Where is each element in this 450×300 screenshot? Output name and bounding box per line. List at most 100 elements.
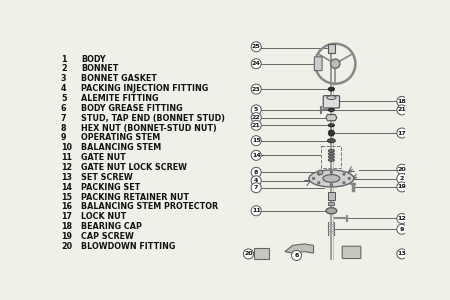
Circle shape <box>251 105 261 115</box>
Text: 11: 11 <box>61 153 72 162</box>
Bar <box>328 44 335 53</box>
Circle shape <box>251 183 261 193</box>
Text: BEARING CAP: BEARING CAP <box>81 222 142 231</box>
Text: 20: 20 <box>61 242 72 251</box>
Text: 7: 7 <box>61 114 67 123</box>
Text: PACKING INJECTION FITTING: PACKING INJECTION FITTING <box>81 84 208 93</box>
Circle shape <box>397 105 407 115</box>
Text: 14: 14 <box>252 153 261 158</box>
Text: CAP SCREW: CAP SCREW <box>81 232 134 241</box>
Circle shape <box>251 120 261 130</box>
Text: HEX NUT (BONNET-STUD NUT): HEX NUT (BONNET-STUD NUT) <box>81 124 217 133</box>
Circle shape <box>292 250 302 260</box>
Ellipse shape <box>328 159 334 161</box>
Circle shape <box>251 176 261 186</box>
Circle shape <box>251 112 261 123</box>
Text: 6: 6 <box>61 104 67 113</box>
Text: 21: 21 <box>252 123 261 128</box>
Text: 9: 9 <box>400 227 404 232</box>
Ellipse shape <box>328 155 334 158</box>
Circle shape <box>251 136 261 146</box>
Text: 5: 5 <box>254 107 258 112</box>
Circle shape <box>318 182 320 184</box>
Circle shape <box>312 177 315 180</box>
Text: 5: 5 <box>61 94 67 103</box>
Circle shape <box>343 182 345 184</box>
Text: BALANCING STEM: BALANCING STEM <box>81 143 161 152</box>
Text: 6: 6 <box>294 253 299 258</box>
Text: 3: 3 <box>61 74 67 83</box>
Text: 20: 20 <box>398 167 406 172</box>
Text: 7: 7 <box>254 185 258 190</box>
Text: 15: 15 <box>61 193 72 202</box>
Text: 2: 2 <box>61 64 67 74</box>
Polygon shape <box>326 115 337 121</box>
Ellipse shape <box>328 108 334 112</box>
Circle shape <box>397 182 407 192</box>
Circle shape <box>343 173 345 175</box>
Circle shape <box>330 184 333 186</box>
Circle shape <box>397 224 407 234</box>
Text: 19: 19 <box>61 232 72 241</box>
FancyBboxPatch shape <box>342 246 361 259</box>
Text: BODY GREASE FITTING: BODY GREASE FITTING <box>81 104 183 113</box>
Text: 23: 23 <box>252 87 261 92</box>
Text: 4: 4 <box>254 178 258 183</box>
Circle shape <box>251 206 261 216</box>
Text: 17: 17 <box>61 212 72 221</box>
Text: 20: 20 <box>244 251 253 256</box>
Circle shape <box>397 96 407 106</box>
Circle shape <box>251 84 261 94</box>
Circle shape <box>251 59 261 69</box>
Text: 12: 12 <box>61 163 72 172</box>
Text: 10: 10 <box>61 143 72 152</box>
Bar <box>328 192 335 200</box>
Ellipse shape <box>328 87 334 91</box>
Text: 12: 12 <box>397 216 406 221</box>
Text: 8: 8 <box>254 170 258 175</box>
Text: 13: 13 <box>61 173 72 182</box>
Ellipse shape <box>323 175 340 182</box>
Text: 18: 18 <box>61 222 72 231</box>
Text: GATE NUT LOCK SCREW: GATE NUT LOCK SCREW <box>81 163 187 172</box>
Text: 1: 1 <box>61 55 67 64</box>
Circle shape <box>331 59 340 68</box>
Circle shape <box>328 130 334 136</box>
Text: 19: 19 <box>397 184 406 189</box>
Text: 2: 2 <box>400 176 404 181</box>
Circle shape <box>397 173 407 184</box>
Circle shape <box>397 128 407 138</box>
Ellipse shape <box>309 170 354 187</box>
Circle shape <box>348 177 351 180</box>
Text: 16: 16 <box>61 202 72 211</box>
Circle shape <box>397 249 407 259</box>
Circle shape <box>251 167 261 177</box>
Text: STUD, TAP END (BONNET STUD): STUD, TAP END (BONNET STUD) <box>81 114 225 123</box>
Bar <box>321 146 342 168</box>
Text: 22: 22 <box>252 115 261 120</box>
Text: BLOWDOWN FITTING: BLOWDOWN FITTING <box>81 242 176 251</box>
Polygon shape <box>285 244 314 253</box>
Text: OPERATING STEM: OPERATING STEM <box>81 134 160 142</box>
Text: LOCK NUT: LOCK NUT <box>81 212 126 221</box>
Text: 9: 9 <box>61 134 67 142</box>
Bar <box>254 248 270 259</box>
Ellipse shape <box>328 139 335 142</box>
Text: BALANCING STEM PROTECTOR: BALANCING STEM PROTECTOR <box>81 202 218 211</box>
Text: BODY: BODY <box>81 55 106 64</box>
Circle shape <box>318 170 323 175</box>
Text: PACKING SET: PACKING SET <box>81 183 140 192</box>
Text: 14: 14 <box>61 183 72 192</box>
Ellipse shape <box>328 152 334 155</box>
Circle shape <box>251 42 261 52</box>
Ellipse shape <box>326 208 337 214</box>
Text: 18: 18 <box>397 99 406 104</box>
Text: BONNET GASKET: BONNET GASKET <box>81 74 157 83</box>
Circle shape <box>318 173 320 175</box>
Ellipse shape <box>327 96 336 100</box>
Text: 8: 8 <box>61 124 67 133</box>
Circle shape <box>251 150 261 161</box>
Text: BONNET: BONNET <box>81 64 118 74</box>
Circle shape <box>330 171 333 173</box>
Text: 11: 11 <box>252 208 261 213</box>
